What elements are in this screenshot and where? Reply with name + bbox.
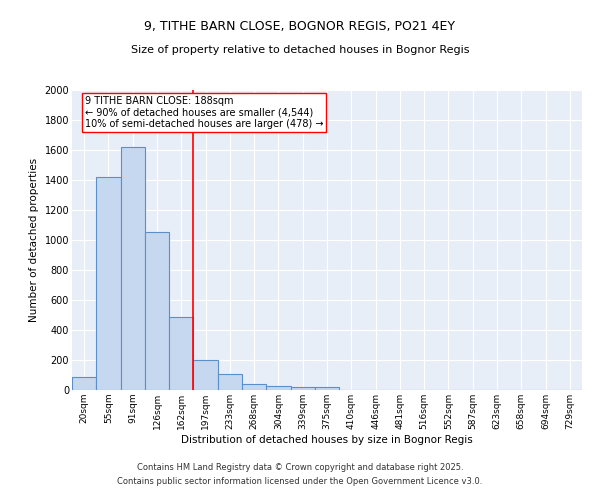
- X-axis label: Distribution of detached houses by size in Bognor Regis: Distribution of detached houses by size …: [181, 434, 473, 444]
- Bar: [169, 316, 193, 390]
- Text: Contains public sector information licensed under the Open Government Licence v3: Contains public sector information licen…: [118, 477, 482, 486]
- Bar: [290, 387, 315, 390]
- Y-axis label: Number of detached properties: Number of detached properties: [29, 158, 39, 322]
- Bar: [96, 177, 121, 390]
- Text: Contains HM Land Registry data © Crown copyright and database right 2025.: Contains HM Land Registry data © Crown c…: [137, 464, 463, 472]
- Text: Size of property relative to detached houses in Bognor Regis: Size of property relative to detached ho…: [131, 45, 469, 55]
- Bar: [121, 147, 145, 390]
- Bar: [193, 360, 218, 390]
- Bar: [218, 374, 242, 390]
- Bar: [315, 387, 339, 390]
- Bar: [242, 384, 266, 390]
- Text: 9, TITHE BARN CLOSE, BOGNOR REGIS, PO21 4EY: 9, TITHE BARN CLOSE, BOGNOR REGIS, PO21 …: [145, 20, 455, 33]
- Bar: [145, 232, 169, 390]
- Bar: [266, 386, 290, 390]
- Text: 9 TITHE BARN CLOSE: 188sqm
← 90% of detached houses are smaller (4,544)
10% of s: 9 TITHE BARN CLOSE: 188sqm ← 90% of deta…: [85, 96, 323, 129]
- Bar: [72, 377, 96, 390]
